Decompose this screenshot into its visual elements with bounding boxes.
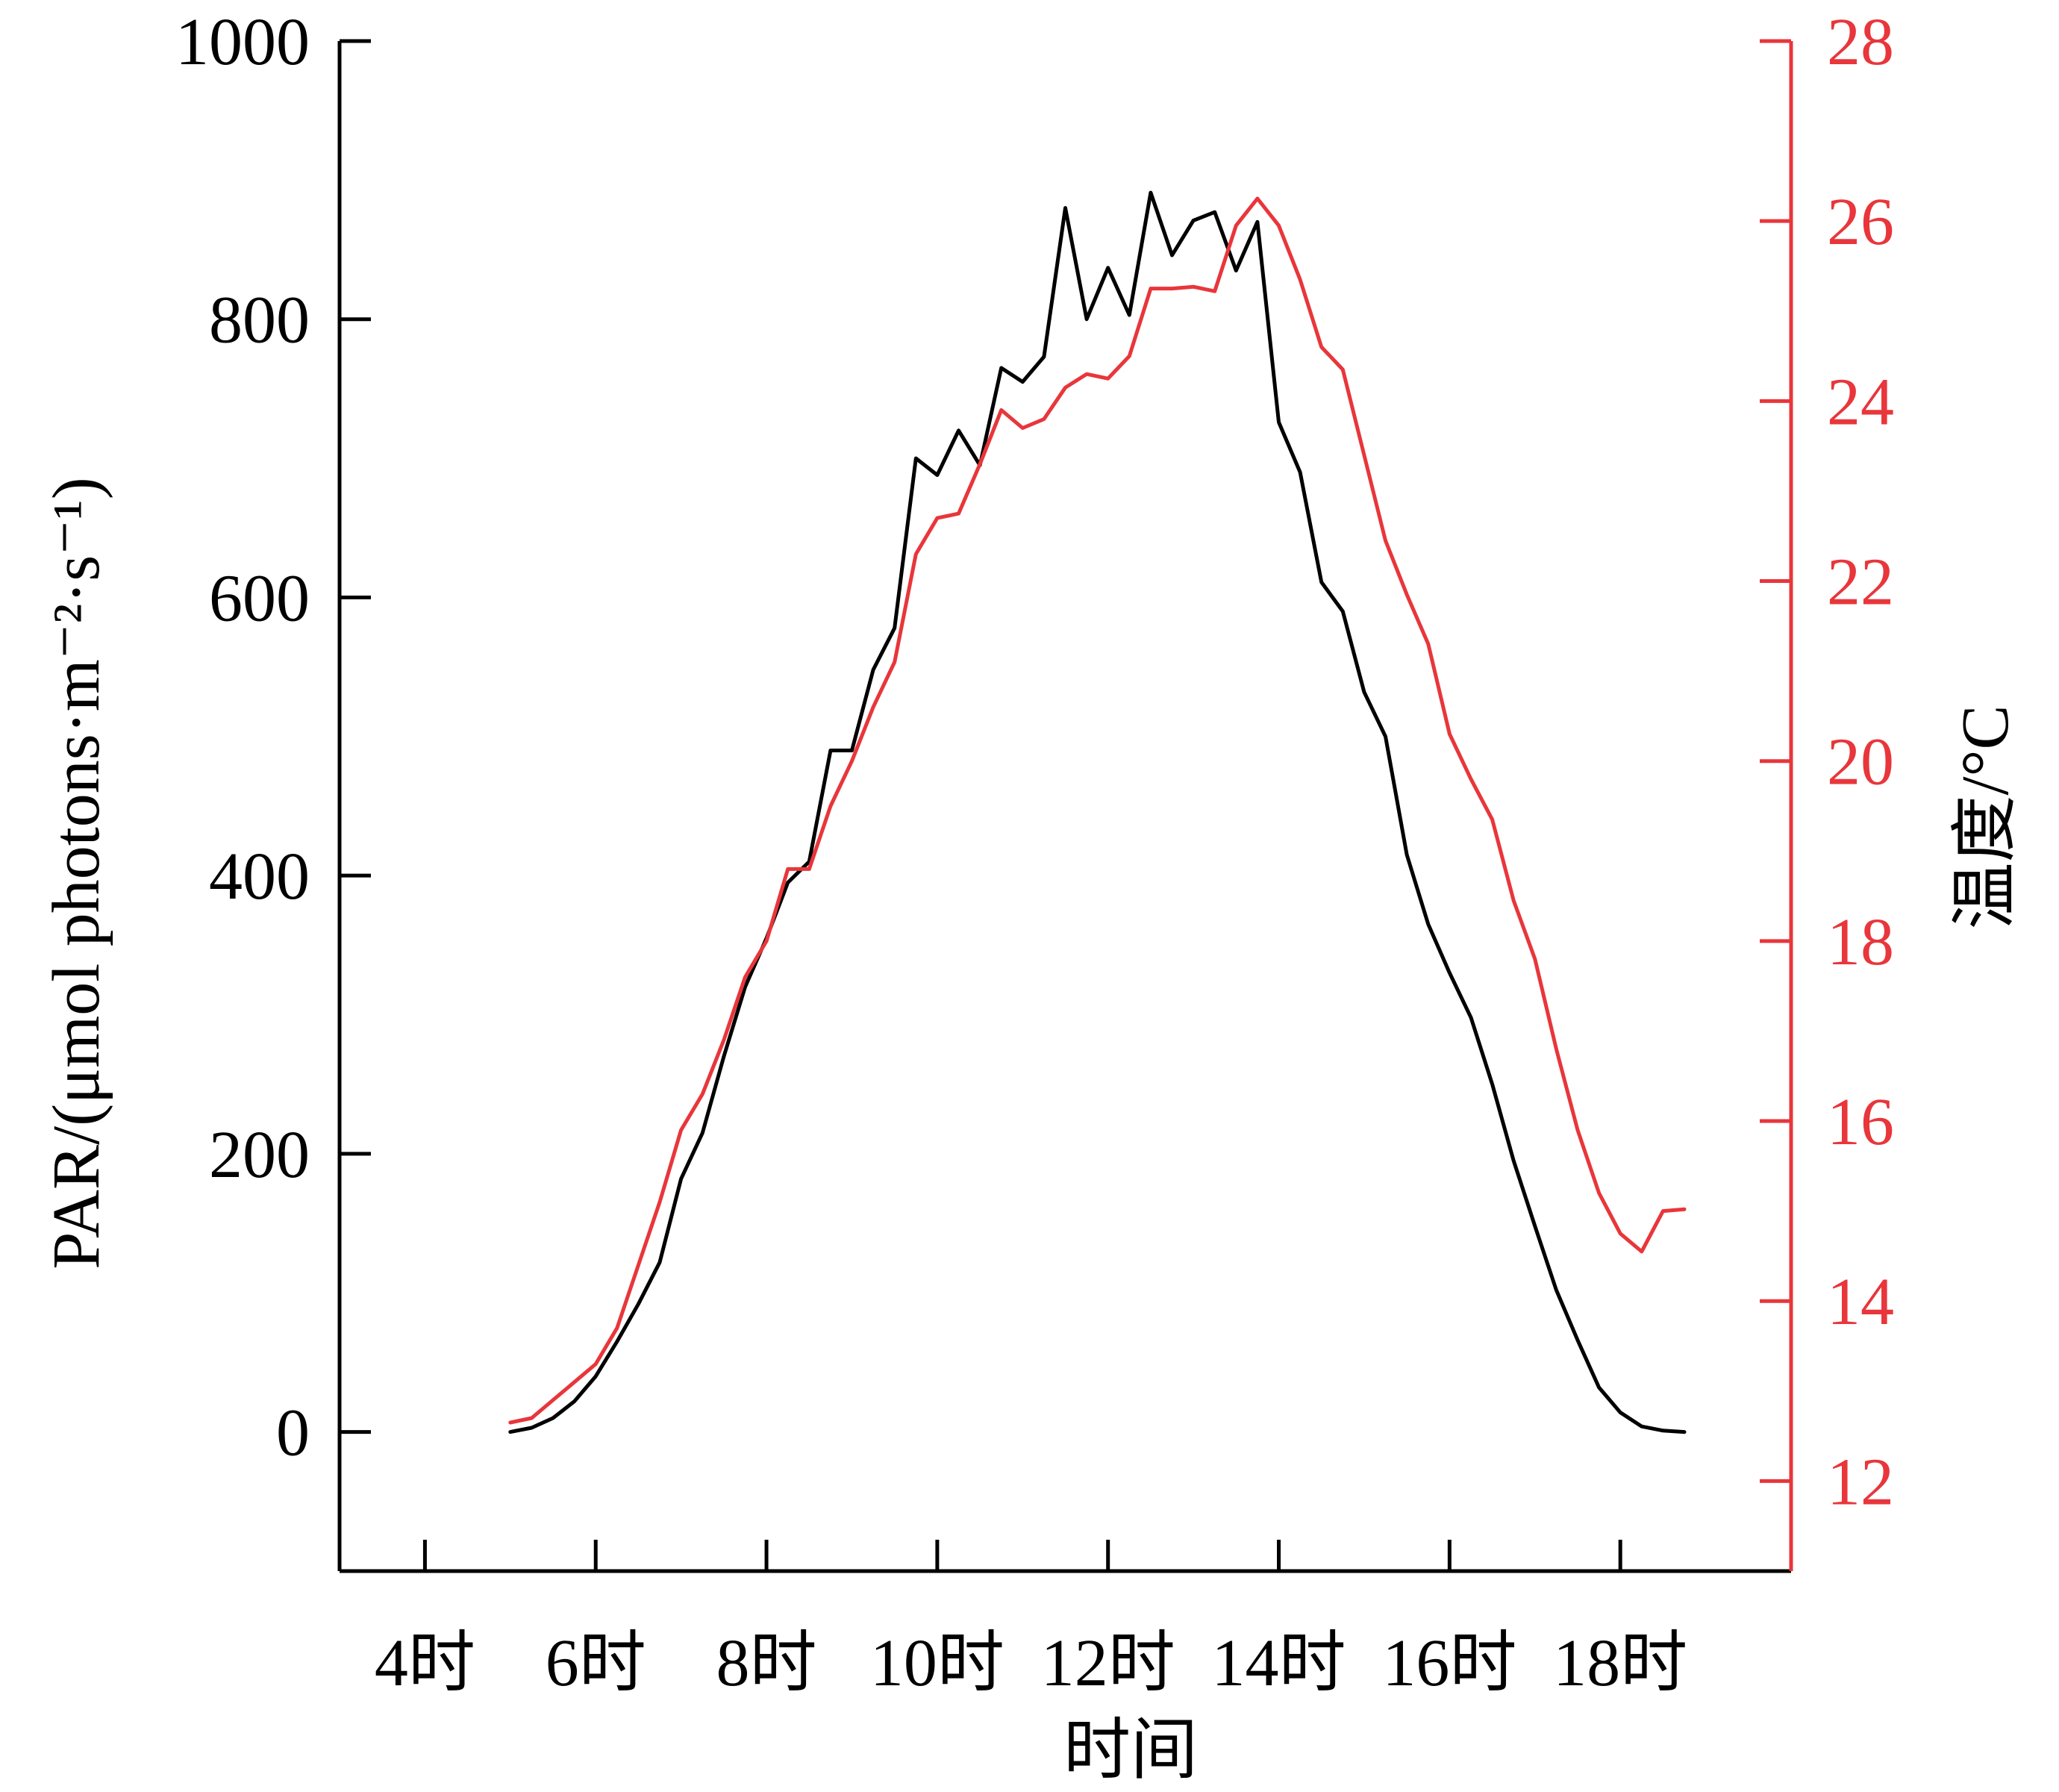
- x-tick-label: 14时: [1212, 1626, 1346, 1700]
- x-tick-label: 8时: [716, 1626, 817, 1700]
- y-tick-label: 400: [209, 840, 310, 914]
- y2-tick-label: 28: [1827, 5, 1894, 79]
- right-axis-title: 温度/°C: [1949, 705, 2022, 929]
- y-tick-label: 200: [209, 1118, 310, 1192]
- x-tick-label: 6时: [546, 1626, 646, 1700]
- x-tick-label: 18时: [1553, 1626, 1687, 1700]
- x-axis-title: 时间: [1063, 1714, 1198, 1788]
- x-tick-label: 10时: [870, 1626, 1004, 1700]
- x-axis-ticks: 4时 6时 8时 10时 12时 14时 16时 18时: [375, 1540, 1687, 1700]
- left-axis-ticks: 0 200 400 600 800 1000: [175, 5, 371, 1470]
- y2-tick-label: 22: [1827, 546, 1894, 619]
- y-tick-label: 600: [209, 561, 310, 635]
- series-layer: [508, 190, 1687, 1434]
- temperature-line: [508, 196, 1687, 1425]
- y2-tick-label: 26: [1827, 185, 1894, 259]
- left-axis-title: PAR/(μmol photons·m⁻²·s⁻¹): [40, 477, 113, 1270]
- y-tick-label: 800: [209, 284, 310, 358]
- y2-tick-label: 14: [1827, 1265, 1894, 1339]
- y2-tick-label: 20: [1827, 725, 1894, 799]
- plot-frame: [337, 41, 1793, 1573]
- y2-tick-label: 16: [1827, 1085, 1894, 1159]
- x-tick-label: 4时: [375, 1626, 475, 1700]
- x-tick-label: 12时: [1041, 1626, 1175, 1700]
- right-axis-ticks: 12 14 16 18 20 22 24 26 28: [1760, 5, 1894, 1519]
- par-line: [508, 190, 1687, 1434]
- y-tick-label: 0: [276, 1396, 310, 1470]
- y2-tick-label: 18: [1827, 905, 1894, 979]
- y2-tick-label: 12: [1827, 1445, 1894, 1519]
- x-tick-label: 16时: [1382, 1626, 1516, 1700]
- y2-tick-label: 24: [1827, 365, 1894, 439]
- y-tick-label: 1000: [175, 5, 310, 79]
